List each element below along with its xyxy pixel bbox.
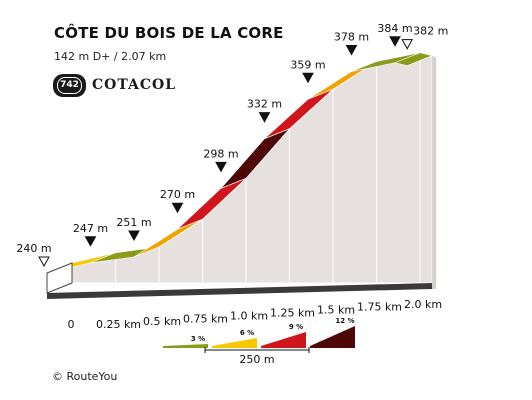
legend-swatch (261, 332, 306, 348)
elevation-marker (171, 202, 184, 214)
legend-swatch (310, 326, 355, 348)
elevation-marker (215, 161, 227, 173)
x-tick-label: 0.5 km (143, 315, 181, 328)
x-tick-label: 1.0 km (230, 309, 268, 322)
elevation-marker (302, 72, 314, 84)
legend-label: 12 % (335, 317, 354, 325)
climb-stats: 142 m D+ / 2.07 km (54, 50, 167, 63)
elevation-label: 298 m (203, 147, 238, 160)
elevation-label: 378 m (334, 31, 369, 44)
x-tick-label: 1.25 km (270, 307, 315, 320)
cotacol-logo-text: COTACOL (92, 77, 177, 93)
x-tick-label: 0 (68, 318, 75, 331)
cotacol-badge: 742 (53, 74, 86, 97)
start-marker (38, 256, 50, 268)
x-tick-label: 2.0 km (404, 298, 442, 311)
elevation-marker (84, 236, 97, 247)
profile-end-cap (432, 55, 437, 290)
profile-side-column (419, 52, 433, 284)
legend-label: 6 % (240, 329, 254, 337)
elevation-label: 251 m (116, 216, 151, 229)
copyright-notice: © RouteYou (52, 370, 118, 383)
elevation-marker (128, 230, 140, 241)
elevation-label: 384 m (377, 22, 412, 35)
elevation-marker (389, 36, 401, 47)
elevation-label: 247 m (73, 222, 108, 235)
profile-start-face (46, 262, 73, 294)
profile-side-column (376, 52, 421, 284)
x-tick-label: 0.25 km (96, 318, 141, 331)
legend-swatch (212, 338, 257, 348)
legend-label: 3 % (191, 335, 205, 343)
legend-swatch (163, 344, 208, 348)
elevation-label: 359 m (290, 58, 325, 71)
elevation-label: 382 m (413, 25, 448, 38)
chart-title: CÔTE DU BOIS DE LA CORE (54, 24, 284, 42)
x-tick-label: 1.75 km (357, 301, 402, 314)
end-marker (401, 39, 414, 50)
legend-scale-label: 250 m (239, 353, 274, 366)
profile-base (47, 283, 433, 299)
x-tick-label: 0.75 km (183, 312, 228, 325)
elevation-label: 332 m (247, 98, 282, 111)
profile-side-column (332, 60, 377, 284)
elevation-marker (258, 112, 271, 123)
elevation-marker (345, 45, 358, 56)
cotacol-number: 742 (57, 77, 82, 94)
elevation-label: 270 m (160, 188, 195, 201)
legend-label: 9 % (289, 323, 303, 331)
elevation-label: 240 m (16, 242, 51, 255)
x-tick-label: 1.5 km (317, 304, 355, 317)
